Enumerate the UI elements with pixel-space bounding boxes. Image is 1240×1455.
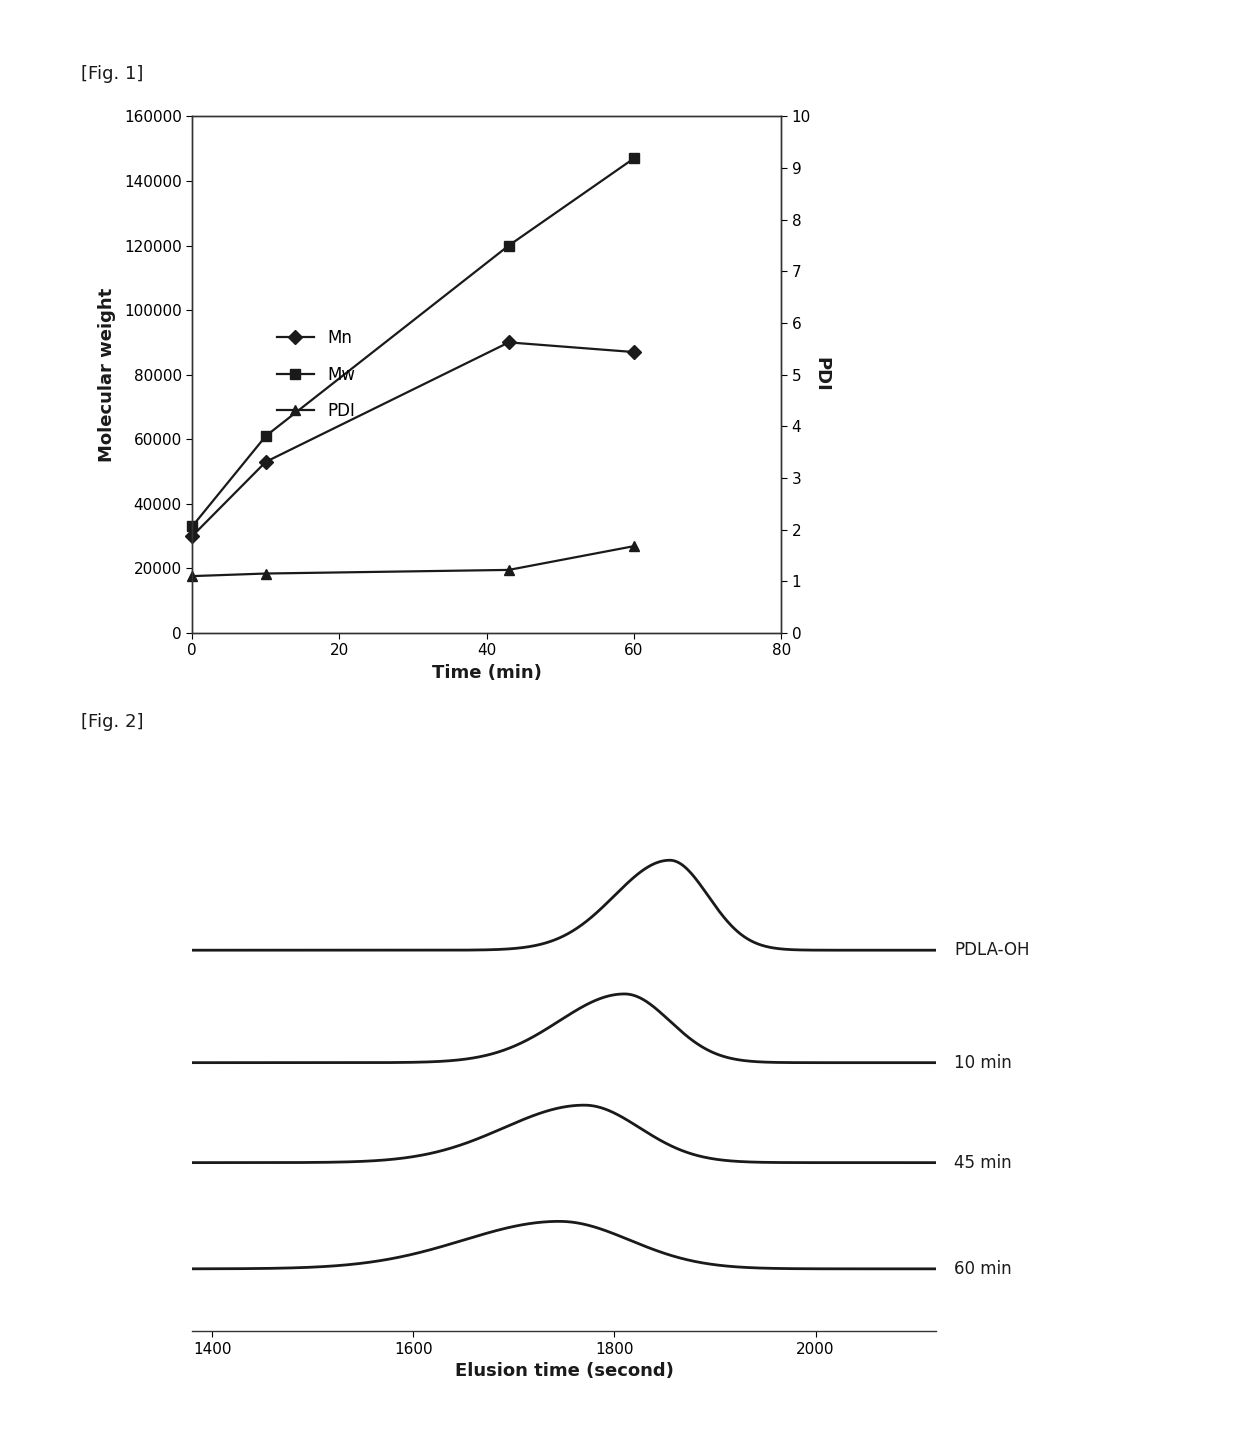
Legend: Mn, Mw, PDI: Mn, Mw, PDI: [277, 329, 355, 420]
X-axis label: Time (min): Time (min): [432, 663, 542, 682]
Text: 60 min: 60 min: [955, 1260, 1012, 1277]
Y-axis label: Molecular weight: Molecular weight: [98, 288, 115, 461]
Text: PDLA-OH: PDLA-OH: [955, 941, 1029, 959]
Y-axis label: PDI: PDI: [812, 358, 831, 391]
X-axis label: Elusion time (second): Elusion time (second): [455, 1362, 673, 1381]
Text: [Fig. 2]: [Fig. 2]: [81, 713, 143, 730]
Text: 10 min: 10 min: [955, 1053, 1012, 1072]
Text: 45 min: 45 min: [955, 1154, 1012, 1171]
Text: [Fig. 1]: [Fig. 1]: [81, 65, 143, 83]
